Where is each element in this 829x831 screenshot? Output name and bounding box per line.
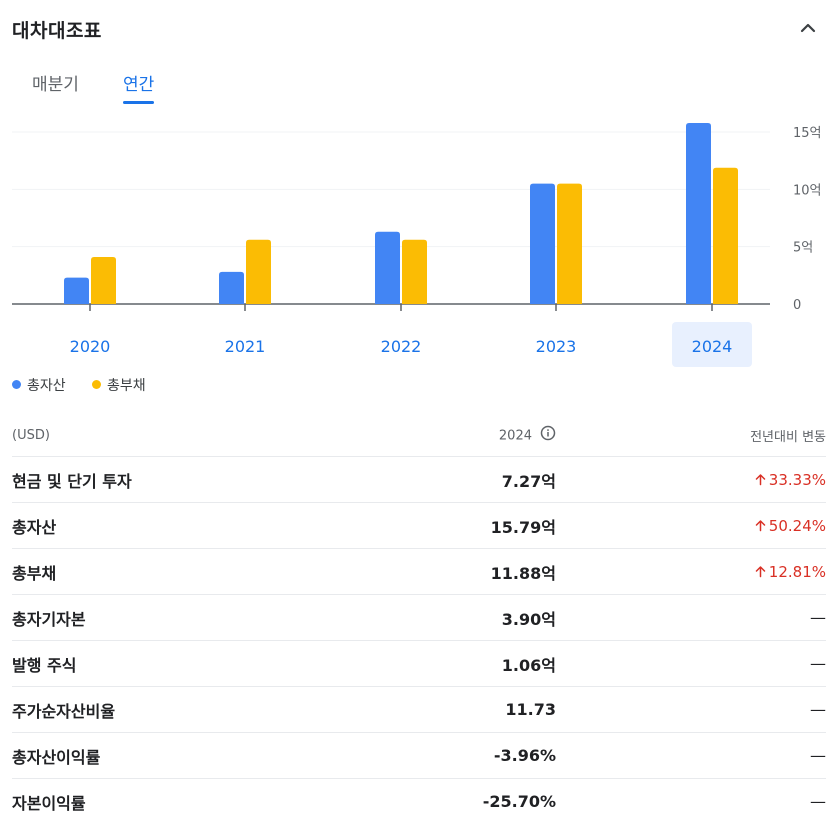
table-row: 총자산이익률 -3.96% — (12, 732, 826, 779)
row-label: 총자산 (12, 502, 306, 549)
tab-annual[interactable]: 연간 (123, 75, 155, 95)
row-label: 발행 주식 (12, 640, 306, 687)
x-tick-label[interactable]: 2020 (70, 337, 111, 356)
balance-sheet-chart: 0 5억 10억 15억 2020 2021 2022 2023 2024 (12, 122, 822, 367)
y-tick-label: 0 (793, 298, 801, 313)
row-change: — (556, 732, 826, 779)
active-tab-indicator (123, 101, 154, 104)
row-value: -25.70% (482, 792, 556, 811)
x-tick-label[interactable]: 2021 (225, 337, 266, 356)
arrow-up-icon (754, 471, 767, 489)
bar-total-liabilities (557, 183, 582, 304)
table-row: 총부채 11.88억 12.81% (12, 548, 826, 595)
yoy-change-header: 전년대비 변동 (556, 415, 826, 457)
change-up: 50.24% (754, 517, 826, 535)
y-tick-label: 15억 (793, 126, 822, 141)
info-icon[interactable] (540, 425, 556, 445)
year-header: 2024 (306, 415, 556, 457)
y-tick-label: 10억 (793, 183, 822, 198)
row-change: — (556, 640, 826, 687)
row-value: 11.73 (306, 686, 556, 733)
bar-total-assets (375, 231, 400, 304)
bar-total-liabilities (402, 239, 427, 304)
row-value: 15.79억 (306, 502, 556, 549)
x-tick-label[interactable]: 2024 (692, 337, 733, 356)
change-up: 12.81% (754, 563, 826, 581)
x-tick-label[interactable]: 2023 (536, 337, 577, 356)
tab-quarterly[interactable]: 매분기 (32, 75, 79, 95)
legend-dot-total-assets (12, 379, 21, 389)
table-row: 총자기자본 3.90억 — (12, 594, 826, 641)
row-value: 3.90억 (306, 594, 556, 641)
row-value: -3.96% (306, 732, 556, 779)
legend-label-total-liabilities: 총부채 (107, 378, 146, 394)
year-header-label: 2024 (498, 428, 532, 443)
row-change: 50.24% (556, 502, 826, 549)
table-row: 총자산 15.79억 50.24% (12, 502, 826, 549)
arrow-up-icon (754, 517, 767, 535)
row-change: 12.81% (556, 548, 826, 595)
bar-total-liabilities (246, 239, 271, 304)
legend-item-total-assets: 총자산 (12, 375, 66, 395)
section-header: 대차대조표 (12, 14, 822, 46)
row-label: 총자기자본 (12, 594, 306, 641)
legend-label-total-assets: 총자산 (27, 378, 66, 394)
table-header-row: (USD) 2024 전년대비 변동 (12, 415, 826, 457)
change-value: 50.24% (768, 517, 826, 535)
row-change: — (810, 792, 826, 811)
row-label: 자본이익률 (12, 793, 86, 813)
row-label: 현금 및 단기 투자 (12, 456, 306, 503)
legend-dot-total-liabilities (92, 379, 101, 389)
row-value: 11.88억 (306, 548, 556, 595)
legend-item-total-liabilities: 총부채 (92, 375, 146, 395)
currency-header: (USD) (12, 415, 306, 457)
change-value: 33.33% (768, 471, 826, 489)
arrow-up-icon (754, 563, 767, 581)
row-value: 7.27억 (306, 456, 556, 503)
table-row: 자본이익률 -25.70% — (12, 779, 826, 825)
bar-total-assets (530, 183, 555, 304)
y-tick-label: 5억 (793, 241, 813, 256)
table-row: 현금 및 단기 투자 7.27억 33.33% (12, 456, 826, 503)
x-tick-label[interactable]: 2022 (381, 337, 422, 356)
bar-total-assets (64, 277, 89, 304)
bar-total-assets (686, 122, 711, 304)
selected-year-highlight (672, 322, 752, 367)
row-change: 33.33% (556, 456, 826, 503)
bar-total-liabilities (91, 256, 116, 304)
section-title: 대차대조표 (12, 20, 102, 42)
row-change: — (556, 594, 826, 641)
row-label: 총자산이익률 (12, 732, 306, 779)
change-value: 12.81% (768, 563, 826, 581)
change-up: 33.33% (754, 471, 826, 489)
balance-sheet-table: (USD) 2024 전년대비 변동 현금 및 단기 투자 7.27억 33.33%… (12, 415, 826, 824)
chevron-up-icon[interactable] (794, 14, 822, 42)
bar-total-assets (219, 271, 244, 304)
bar-total-liabilities (713, 167, 738, 304)
row-label: 주가순자산비율 (12, 686, 306, 733)
table-row: 주가순자산비율 11.73— (12, 686, 826, 733)
row-label: 총부채 (12, 548, 306, 595)
row-value: 1.06억 (306, 640, 556, 687)
table-row: 발행 주식 1.06억 — (12, 640, 826, 687)
row-change: — (556, 686, 826, 733)
